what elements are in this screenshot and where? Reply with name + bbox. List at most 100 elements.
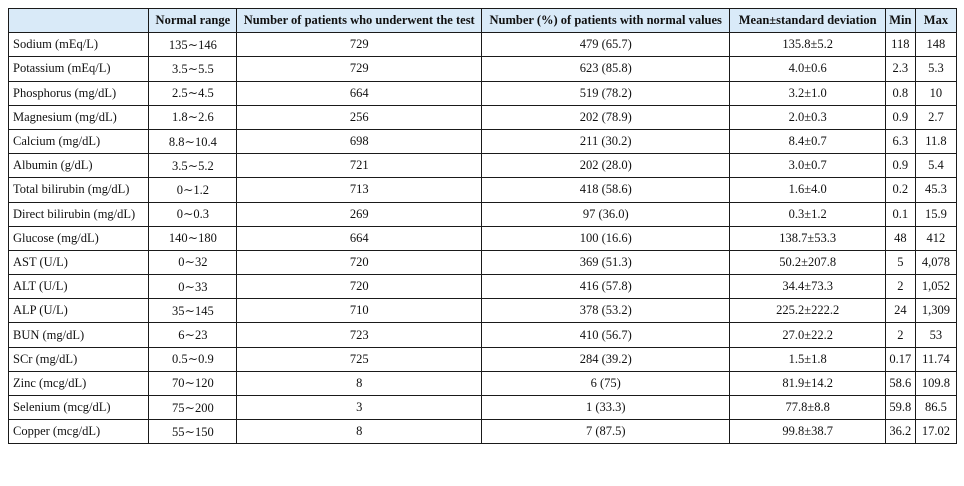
cell-parameter: Selenium (mcg/dL) xyxy=(7,394,150,421)
cell-parameter: AST (U/L) xyxy=(7,249,150,276)
cell-patients-normal: 284 (39.2) xyxy=(480,346,731,372)
cell-patients-normal: 416 (57.8) xyxy=(480,274,731,300)
cell-patients-normal: 100 (16.6) xyxy=(480,225,731,251)
cell-max: 1,052 xyxy=(914,274,958,300)
cell-mean-sd: 225.2±222.2 xyxy=(729,298,886,324)
cell-max: 10 xyxy=(914,80,958,106)
cell-patients-normal: 7 (87.5) xyxy=(480,419,731,445)
header-patients-tested: Number of patients who underwent the tes… xyxy=(236,7,482,34)
cell-patients-normal: 519 (78.2) xyxy=(480,80,731,106)
cell-patients-tested: 729 xyxy=(236,32,482,58)
cell-patients-tested: 725 xyxy=(236,346,482,372)
cell-min: 0.2 xyxy=(884,177,916,203)
cell-patients-tested: 8 xyxy=(236,419,482,445)
cell-min: 36.2 xyxy=(884,419,916,445)
cell-max: 45.3 xyxy=(914,177,958,203)
table-row: Calcium (mg/dL) 8.8∼10.4 698 211 (30.2) 8.4±… xyxy=(7,128,958,155)
cell-max: 1,309 xyxy=(914,298,958,324)
cell-patients-normal: 1 (33.3) xyxy=(480,394,731,421)
header-max: Max xyxy=(914,7,958,34)
cell-max: 5.4 xyxy=(914,153,958,179)
cell-patients-normal: 97 (36.0) xyxy=(480,201,731,227)
cell-patients-tested: 721 xyxy=(236,153,482,179)
cell-mean-sd: 81.9±14.2 xyxy=(729,370,886,397)
table-row: BUN (mg/dL) 6∼23 723 410 (56.7) 27.0±22.2 2 53 xyxy=(7,322,958,348)
cell-parameter: Phosphorus (mg/dL) xyxy=(7,80,150,106)
cell-max: 53 xyxy=(914,322,958,348)
cell-max: 11.74 xyxy=(914,346,958,372)
cell-patients-normal: 369 (51.3) xyxy=(480,249,731,276)
cell-patients-tested: 720 xyxy=(236,274,482,300)
cell-patients-tested: 3 xyxy=(236,394,482,421)
cell-patients-tested: 720 xyxy=(236,249,482,276)
cell-max: 15.9 xyxy=(914,201,958,227)
cell-parameter: Potassium (mEq/L) xyxy=(7,56,150,82)
cell-patients-normal: 202 (28.0) xyxy=(480,153,731,179)
header-parameter xyxy=(7,7,150,34)
table-row: ALT (U/L) 0∼33 720 416 (57.8) 34.4±73.3 2 1,05… xyxy=(7,274,958,300)
cell-patients-tested: 256 xyxy=(236,104,482,130)
cell-patients-normal: 410 (56.7) xyxy=(480,322,731,348)
cell-mean-sd: 1.6±4.0 xyxy=(729,177,886,203)
cell-mean-sd: 27.0±22.2 xyxy=(729,322,886,348)
cell-normal-range: 8.8∼10.4 xyxy=(148,128,238,155)
header-normal-range: Normal range xyxy=(148,7,238,34)
cell-patients-tested: 269 xyxy=(236,201,482,227)
cell-min: 0.1 xyxy=(884,201,916,227)
cell-normal-range: 70∼120 xyxy=(148,370,238,397)
cell-normal-range: 0∼32 xyxy=(148,249,238,276)
table-row: SCr (mg/dL) 0.5∼0.9 725 284 (39.2) 1.5±1.8 0.… xyxy=(7,346,958,372)
cell-min: 5 xyxy=(884,249,916,276)
header-row: Normal range Number of patients who under… xyxy=(7,7,958,34)
cell-min: 0.8 xyxy=(884,80,916,106)
cell-min: 58.6 xyxy=(884,370,916,397)
cell-mean-sd: 50.2±207.8 xyxy=(729,249,886,276)
cell-parameter: Total bilirubin (mg/dL) xyxy=(7,177,150,203)
cell-normal-range: 3.5∼5.5 xyxy=(148,56,238,82)
cell-parameter: Glucose (mg/dL) xyxy=(7,225,150,251)
cell-patients-normal: 623 (85.8) xyxy=(480,56,731,82)
cell-mean-sd: 135.8±5.2 xyxy=(729,32,886,58)
cell-patients-normal: 479 (65.7) xyxy=(480,32,731,58)
cell-min: 6.3 xyxy=(884,128,916,155)
cell-normal-range: 1.8∼2.6 xyxy=(148,104,238,130)
table-row: Glucose (mg/dL) 140∼180 664 100 (16.6) 138.7… xyxy=(7,225,958,251)
cell-max: 2.7 xyxy=(914,104,958,130)
table-row: Direct bilirubin (mg/dL) 0∼0.3 269 97 (36.0… xyxy=(7,201,958,227)
cell-patients-normal: 378 (53.2) xyxy=(480,298,731,324)
table-header: Normal range Number of patients who under… xyxy=(7,7,958,34)
cell-max: 11.8 xyxy=(914,128,958,155)
cell-normal-range: 0∼33 xyxy=(148,274,238,300)
cell-parameter: Calcium (mg/dL) xyxy=(7,128,150,155)
cell-min: 118 xyxy=(884,32,916,58)
cell-patients-tested: 698 xyxy=(236,128,482,155)
cell-parameter: SCr (mg/dL) xyxy=(7,346,150,372)
table-row: Albumin (g/dL) 3.5∼5.2 721 202 (28.0) 3.0±0.… xyxy=(7,153,958,179)
cell-patients-normal: 202 (78.9) xyxy=(480,104,731,130)
cell-mean-sd: 1.5±1.8 xyxy=(729,346,886,372)
cell-patients-normal: 6 (75) xyxy=(480,370,731,397)
cell-parameter: ALP (U/L) xyxy=(7,298,150,324)
table-row: Selenium (mcg/dL) 75∼200 3 1 (33.3) 77.8±8.8… xyxy=(7,394,958,421)
table-row: Sodium (mEq/L) 135∼146 729 479 (65.7) 135.8±… xyxy=(7,32,958,58)
table-row: Potassium (mEq/L) 3.5∼5.5 729 623 (85.8) 4.0… xyxy=(7,56,958,82)
table-row: Phosphorus (mg/dL) 2.5∼4.5 664 519 (78.2) 3.… xyxy=(7,80,958,106)
cell-mean-sd: 8.4±0.7 xyxy=(729,128,886,155)
cell-mean-sd: 99.8±38.7 xyxy=(729,419,886,445)
cell-mean-sd: 138.7±53.3 xyxy=(729,225,886,251)
cell-patients-tested: 664 xyxy=(236,80,482,106)
cell-mean-sd: 77.8±8.8 xyxy=(729,394,886,421)
cell-max: 17.02 xyxy=(914,419,958,445)
header-mean-sd: Mean±standard deviation xyxy=(729,7,886,34)
cell-parameter: Sodium (mEq/L) xyxy=(7,32,150,58)
cell-max: 148 xyxy=(914,32,958,58)
table-row: Zinc (mcg/dL) 70∼120 8 6 (75) 81.9±14.2 58.6 1… xyxy=(7,370,958,397)
cell-parameter: Zinc (mcg/dL) xyxy=(7,370,150,397)
table-row: Total bilirubin (mg/dL) 0∼1.2 713 418 (58.6… xyxy=(7,177,958,203)
cell-parameter: BUN (mg/dL) xyxy=(7,322,150,348)
cell-patients-tested: 723 xyxy=(236,322,482,348)
cell-max: 86.5 xyxy=(914,394,958,421)
cell-min: 24 xyxy=(884,298,916,324)
cell-mean-sd: 4.0±0.6 xyxy=(729,56,886,82)
cell-min: 0.9 xyxy=(884,104,916,130)
